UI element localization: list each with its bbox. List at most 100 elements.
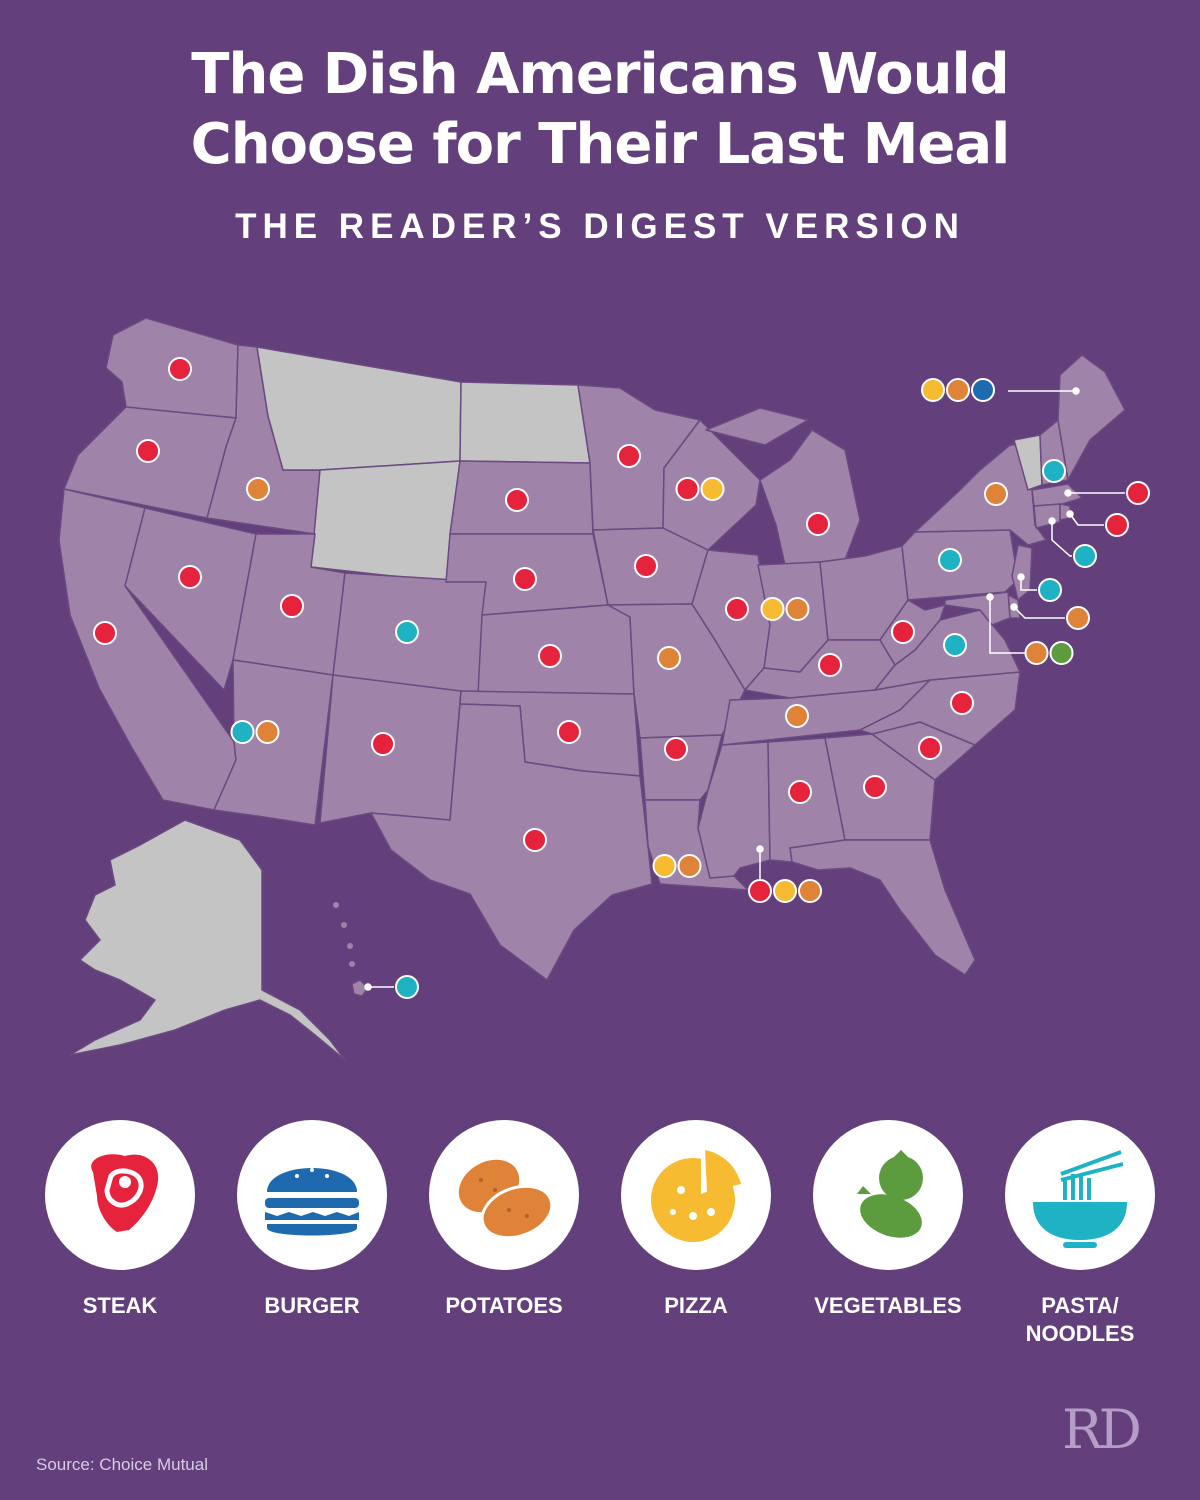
- marker-me-pizza: [921, 378, 945, 402]
- marker-tn-potatoes: [785, 704, 809, 728]
- marker-ne-steak: [513, 567, 537, 591]
- marker-ia-steak: [634, 554, 658, 578]
- marker-pa-pasta: [938, 548, 962, 572]
- hawaii-island: [347, 943, 353, 949]
- marker-ms-steak: [748, 879, 772, 903]
- marker-ny-potatoes: [984, 482, 1008, 506]
- marker-ms-potatoes: [798, 879, 822, 903]
- legend-item-burger: BURGER: [216, 1120, 408, 1320]
- marker-in-pizza: [760, 597, 785, 621]
- legend-label: PIZZA: [664, 1293, 728, 1318]
- state-shape-mi: [759, 429, 861, 566]
- legend-label: BURGER: [264, 1293, 360, 1318]
- hawaii-island: [341, 922, 347, 928]
- state-shape-az: [213, 659, 334, 826]
- marker-wa-steak: [168, 357, 192, 381]
- marker-ms-pizza: [773, 879, 797, 903]
- leader-line-ri: [1069, 513, 1104, 526]
- leader-anchor-ms: [756, 845, 764, 853]
- legend-item-pasta: PASTA/ NOODLES: [984, 1120, 1176, 1348]
- burger-icon: [237, 1120, 387, 1270]
- marker-wi-steak: [675, 477, 700, 501]
- marker-me-potatoes: [946, 378, 970, 402]
- marker-nv-steak: [178, 565, 202, 589]
- leader-anchor-ri: [1066, 510, 1074, 518]
- marker-va-pasta: [943, 633, 967, 657]
- marker-ga-steak: [863, 775, 887, 799]
- marker-sc-steak: [918, 736, 942, 760]
- page-subtitle: THE READER’S DIGEST VERSION: [235, 207, 965, 246]
- state-shape-nv: [124, 507, 257, 691]
- steak-icon: [45, 1120, 195, 1270]
- state-shape-nc: [859, 671, 1021, 746]
- legend-label: POTATOES: [445, 1293, 563, 1318]
- marker-ma-steak: [1126, 481, 1150, 505]
- legend-label: STEAK: [82, 1293, 158, 1318]
- title-line-2: Choose for Their Last Meal: [190, 112, 1011, 177]
- state-shape-ak: [69, 819, 346, 1061]
- leader-line-nj: [1020, 577, 1037, 591]
- noodles-icon: [1005, 1120, 1155, 1270]
- marker-or-steak: [136, 439, 160, 463]
- state-shape-hi: [351, 979, 369, 997]
- marker-wv-steak: [891, 620, 915, 644]
- marker-il-steak: [725, 597, 749, 621]
- leader-anchor-ct: [1048, 517, 1056, 525]
- hawaii-island: [333, 902, 339, 908]
- legend-label: VEGETABLES: [814, 1293, 962, 1318]
- marker-ct-pasta: [1073, 544, 1097, 568]
- leader-anchor-de: [1010, 603, 1018, 611]
- marker-nj-pasta: [1038, 578, 1062, 602]
- pizza-icon: [621, 1120, 771, 1270]
- legend-item-potatoes: POTATOES: [408, 1120, 600, 1320]
- marker-la-potatoes: [677, 854, 702, 878]
- leader-anchor-hi: [364, 983, 372, 991]
- state-shape-mi-up: [705, 407, 809, 446]
- marker-ok-steak: [557, 720, 581, 744]
- marker-hi-pasta: [395, 975, 419, 999]
- leader-anchor-md: [986, 593, 994, 601]
- marker-tx-steak: [523, 828, 547, 852]
- marker-in-potatoes: [785, 597, 810, 621]
- vegetables-icon: [813, 1120, 963, 1270]
- source-note: Source: Choice Mutual: [36, 1455, 208, 1474]
- state-shape-ct: [1033, 503, 1061, 529]
- state-shape-mt: [256, 346, 462, 471]
- leader-anchor-ma: [1064, 489, 1072, 497]
- marker-sd-steak: [505, 488, 529, 512]
- marker-md-potatoes: [1024, 641, 1049, 665]
- marker-nc-steak: [950, 691, 974, 715]
- marker-id-potatoes: [246, 477, 270, 501]
- state-shape-wy: [310, 460, 461, 583]
- marker-mn-steak: [617, 444, 641, 468]
- state-shape-ar: [639, 734, 723, 801]
- marker-al-steak: [788, 780, 812, 804]
- marker-md-vegetables: [1049, 641, 1074, 665]
- state-shape-me: [1057, 354, 1126, 481]
- leader-anchor-nj: [1017, 573, 1025, 581]
- legend-item-vegetables: VEGETABLES: [792, 1120, 984, 1320]
- marker-ca-steak: [93, 621, 117, 645]
- marker-ut-steak: [280, 594, 304, 618]
- marker-az-potatoes: [255, 720, 280, 744]
- marker-mo-potatoes: [657, 646, 681, 670]
- state-shape-tx: [370, 703, 653, 981]
- marker-az-pasta: [230, 720, 255, 744]
- state-shape-fl: [789, 839, 976, 976]
- marker-co-pasta: [395, 620, 419, 644]
- legend-label: PASTA/ NOODLES: [1025, 1293, 1135, 1346]
- marker-de-potatoes: [1066, 606, 1090, 630]
- marker-wi-pizza: [700, 477, 725, 501]
- marker-ks-steak: [538, 644, 562, 668]
- marker-ky-steak: [818, 653, 842, 677]
- rd-logo: RD: [1062, 1398, 1142, 1461]
- marker-la-pizza: [652, 854, 677, 878]
- state-shape-md: [944, 591, 1011, 626]
- state-shape-nj: [1011, 544, 1033, 601]
- title-line-1: The Dish Americans Would: [191, 42, 1009, 107]
- marker-mi-steak: [806, 512, 830, 536]
- state-shape-ma: [1031, 483, 1083, 507]
- marker-ar-steak: [664, 737, 688, 761]
- marker-me-burger: [971, 378, 995, 402]
- legend-item-steak: STEAK: [24, 1120, 216, 1320]
